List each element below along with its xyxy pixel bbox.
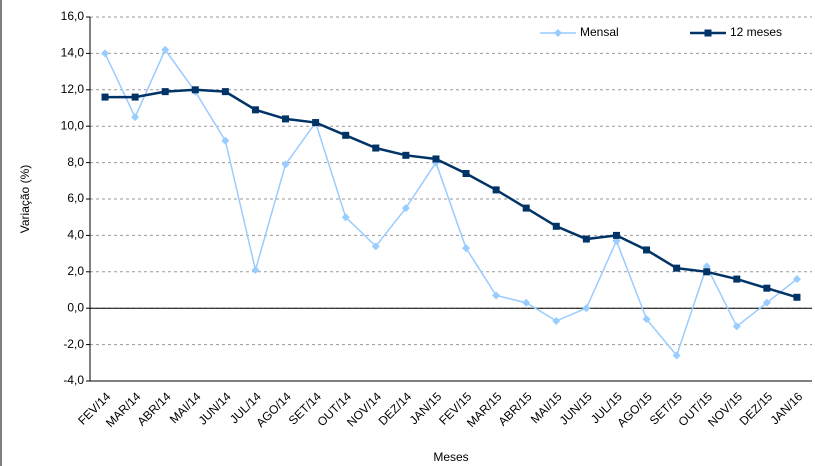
- legend-marker: [704, 29, 712, 37]
- point: [131, 113, 140, 122]
- point: [732, 322, 741, 331]
- x-tick-label: JUN/14: [196, 389, 234, 427]
- point: [763, 284, 771, 292]
- y-tick-label: -4,0: [63, 373, 84, 387]
- y-tick-label: 16,0: [61, 9, 85, 23]
- point: [462, 244, 471, 253]
- point: [492, 186, 500, 194]
- series-line: [104, 48, 798, 358]
- point: [131, 93, 139, 101]
- y-tick-label: -2,0: [63, 337, 84, 351]
- point: [312, 119, 320, 127]
- point: [251, 265, 260, 274]
- point: [733, 275, 741, 283]
- point: [582, 304, 591, 313]
- point: [342, 131, 350, 139]
- point: [522, 204, 530, 212]
- point: [612, 231, 620, 239]
- y-tick-label: 12,0: [61, 82, 85, 96]
- x-tick-label: ABR/15: [495, 389, 534, 428]
- point: [191, 86, 199, 94]
- point: [161, 88, 169, 96]
- point: [793, 293, 801, 301]
- point: [251, 106, 259, 114]
- y-axis-label: Variação (%): [18, 165, 32, 233]
- point: [522, 298, 531, 307]
- point: [161, 45, 170, 54]
- point: [673, 264, 681, 272]
- point: [703, 268, 711, 276]
- y-tick-label: 6,0: [67, 191, 84, 205]
- point: [101, 93, 109, 101]
- point: [672, 351, 681, 360]
- legend-marker: [554, 29, 562, 37]
- point: [462, 170, 470, 178]
- point: [402, 151, 410, 159]
- point: [642, 315, 651, 324]
- y-tick-label: 8,0: [67, 155, 84, 169]
- point: [221, 136, 230, 145]
- x-axis-label: Meses: [433, 450, 468, 464]
- point: [792, 275, 801, 284]
- point: [282, 115, 290, 123]
- point: [432, 155, 440, 163]
- x-tick-label: DEZ/15: [737, 389, 776, 428]
- x-tick-label: DEZ/14: [376, 389, 415, 428]
- point: [762, 298, 771, 307]
- point: [552, 222, 560, 230]
- y-tick-label: 4,0: [67, 228, 84, 242]
- point: [492, 291, 501, 300]
- x-tick-label: NOV/14: [344, 389, 384, 429]
- x-tick-label: JAN/16: [768, 389, 806, 427]
- point: [582, 235, 590, 243]
- point: [101, 49, 110, 58]
- point: [372, 144, 380, 152]
- legend-label: 12 meses: [730, 25, 782, 39]
- point: [643, 246, 651, 254]
- y-tick-label: 10,0: [61, 118, 85, 132]
- point: [281, 160, 290, 169]
- point: [552, 316, 561, 325]
- legend-label: Mensal: [580, 25, 619, 39]
- series-line: [105, 88, 798, 299]
- y-tick-label: 2,0: [67, 264, 84, 278]
- y-tick-label: 0,0: [67, 300, 84, 314]
- x-tick-label: JUN/15: [557, 389, 595, 427]
- point: [401, 204, 410, 213]
- point: [341, 213, 350, 222]
- point: [221, 88, 229, 96]
- point: [371, 242, 380, 251]
- x-tick-label: NOV/15: [705, 389, 745, 429]
- y-tick-label: 14,0: [61, 46, 85, 60]
- x-tick-label: ABR/14: [134, 389, 173, 428]
